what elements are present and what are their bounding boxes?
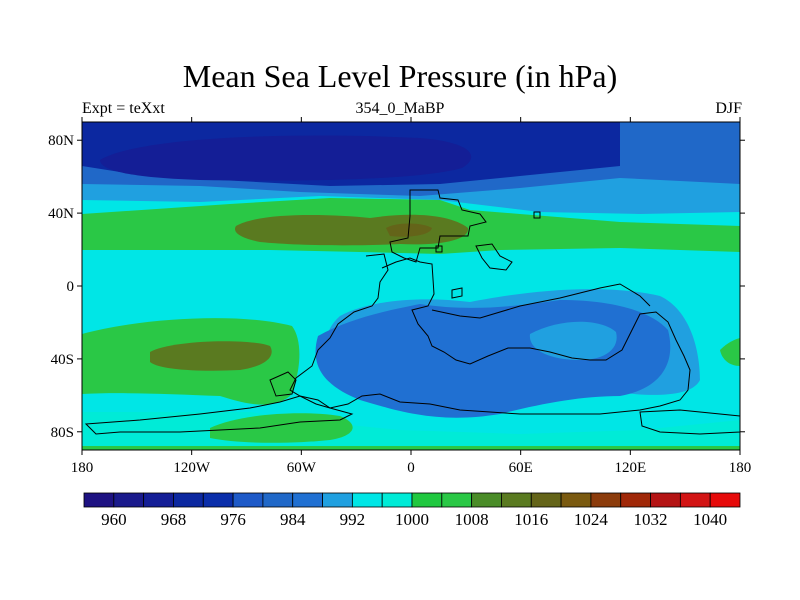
x-tick-label: 0 <box>407 460 415 476</box>
colorbar-label: 1040 <box>693 510 727 529</box>
supercontinent-interior-field <box>529 321 617 360</box>
colorbar-label: 984 <box>280 510 306 529</box>
northern-high-core-field <box>235 214 469 246</box>
colorbar-swatch <box>441 492 473 508</box>
colorbar-label: 1000 <box>395 510 429 529</box>
x-tick-label: 60W <box>287 460 317 476</box>
antarctic-peninsula-outline <box>639 409 740 435</box>
colorbar-swatch <box>709 492 741 508</box>
x-tick-label: 180 <box>71 460 94 476</box>
colorbar-swatch <box>83 492 115 508</box>
colorbar-swatch <box>143 492 174 508</box>
colorbar-swatch <box>620 492 651 508</box>
y-tick-label: 40N <box>48 206 74 222</box>
colorbar-swatch <box>411 492 443 508</box>
colorbar-swatch <box>530 492 562 508</box>
colorbar-swatch <box>232 492 264 508</box>
continent-outline-east-coast <box>431 283 651 319</box>
colorbar-swatch <box>322 492 353 508</box>
x-tick-label: 60E <box>509 460 533 476</box>
colorbar: 960 968 976 984 992 1000 1008 1016 1024 1032 1040 <box>83 492 741 529</box>
pressure-field <box>82 122 740 450</box>
colorbar-swatch <box>471 492 502 508</box>
colorbar-swatch <box>381 492 413 508</box>
island-outline-north <box>533 211 541 219</box>
colorbar-swatch <box>202 492 234 508</box>
southern-landmass-inner-outline <box>269 371 297 397</box>
southern-landmass-outline <box>84 395 354 435</box>
colorbar-swatch <box>351 492 383 508</box>
colorbar-label: 976 <box>220 510 246 529</box>
colorbar-swatch <box>650 492 681 508</box>
colorbar-label: 1024 <box>574 510 609 529</box>
time-label: 354_0_MaBP <box>355 100 445 117</box>
colorbar-label: 1016 <box>514 510 548 529</box>
northern-low-core-field <box>100 135 472 181</box>
colorbar-label: 960 <box>101 510 127 529</box>
island-outline-east <box>475 243 513 271</box>
experiment-label: Expt = teXxt <box>82 100 165 117</box>
chart-title: Mean Sea Level Pressure (in hPa) <box>182 58 618 94</box>
x-tick-label: 180 <box>729 460 752 476</box>
southern-subtropical-high-east-field <box>720 338 740 366</box>
y-axis: 80N 40N 0 40S 80S <box>48 133 745 441</box>
colorbar-label: 992 <box>340 510 366 529</box>
colorbar-label: 968 <box>161 510 187 529</box>
y-tick-label: 0 <box>67 279 75 295</box>
southern-high-core-west-field <box>150 341 272 371</box>
coastline-outline <box>84 189 740 435</box>
colorbar-swatch <box>173 492 204 508</box>
season-label: DJF <box>715 100 742 117</box>
colorbar-swatch <box>292 492 323 508</box>
colorbar-swatch <box>262 492 294 508</box>
island-outline-small <box>435 245 443 253</box>
y-tick-label: 40S <box>51 352 74 368</box>
continent-outline-north <box>389 189 487 263</box>
colorbar-swatch <box>113 492 145 508</box>
colorbar-swatch <box>590 492 622 508</box>
island-outline-central <box>451 287 463 299</box>
x-tick-label: 120E <box>614 460 646 476</box>
continent-outline-central <box>289 253 691 415</box>
x-axis: 180 120W 60W 0 60E 120E 180 <box>71 117 752 476</box>
colorbar-swatch <box>560 492 592 508</box>
south-pole-low-field <box>82 446 740 450</box>
colorbar-swatch <box>679 492 711 508</box>
x-tick-label: 120W <box>173 460 211 476</box>
colorbar-label: 1032 <box>634 510 668 529</box>
colorbar-label: 1008 <box>455 510 489 529</box>
colorbar-swatch <box>501 492 532 508</box>
y-tick-label: 80N <box>48 133 74 149</box>
y-tick-label: 80S <box>51 425 74 441</box>
